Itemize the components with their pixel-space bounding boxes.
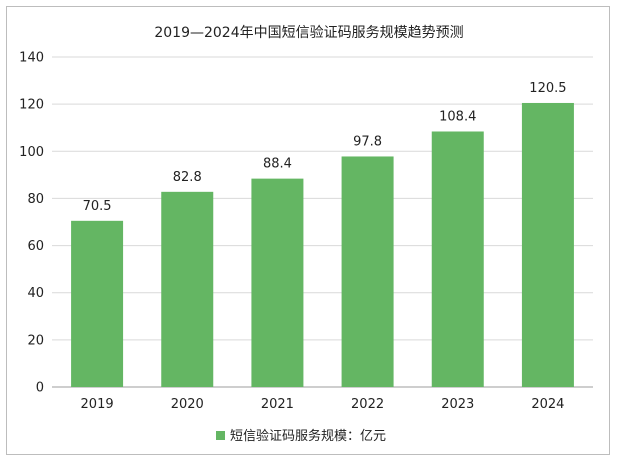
- bars: [71, 102, 574, 387]
- x-tick-label-2020: 2020: [171, 397, 204, 412]
- data-labels: 70.5 82.8 88.4 97.8 108.4 120.5: [83, 81, 567, 214]
- x-tick-label-2023: 2023: [441, 397, 474, 412]
- x-tick-label-2022: 2022: [351, 397, 384, 412]
- y-tick-label: 20: [27, 333, 44, 348]
- gridlines: [52, 56, 593, 388]
- legend: 短信验证码服务规模：亿元: [216, 428, 386, 444]
- data-label-2023: 108.4: [439, 109, 476, 124]
- x-axis-ticks: 2019 2020 2021 2022 2023 2024: [81, 397, 565, 412]
- bar-2020: [161, 191, 214, 387]
- data-label-2020: 82.8: [173, 170, 202, 185]
- y-tick-label: 40: [27, 286, 44, 301]
- y-axis-ticks: 0 20 40 60 80 100 120 140: [19, 51, 44, 396]
- y-tick-label: 60: [27, 239, 44, 254]
- bar-2022: [341, 156, 394, 387]
- y-tick-label: 80: [27, 192, 44, 207]
- y-tick-label: 0: [36, 381, 44, 396]
- x-tick-label-2024: 2024: [531, 397, 564, 412]
- x-tick-label-2021: 2021: [261, 397, 294, 412]
- bar-2024: [521, 102, 574, 387]
- y-tick-label: 120: [19, 98, 44, 113]
- legend-label: 短信验证码服务规模：亿元: [230, 428, 386, 444]
- y-tick-label: 140: [19, 51, 44, 66]
- data-label-2022: 97.8: [353, 134, 382, 149]
- bar-2023: [431, 131, 484, 387]
- data-label-2019: 70.5: [83, 199, 112, 214]
- x-tick-label-2019: 2019: [81, 397, 114, 412]
- data-label-2021: 88.4: [263, 157, 292, 172]
- bar-2021: [251, 178, 304, 387]
- bar-2019: [71, 220, 124, 387]
- data-label-2024: 120.5: [529, 81, 566, 96]
- chart-title: 2019—2024年中国短信验证码服务规模趋势预测: [154, 25, 463, 41]
- legend-swatch: [216, 431, 225, 440]
- y-tick-label: 100: [19, 145, 44, 160]
